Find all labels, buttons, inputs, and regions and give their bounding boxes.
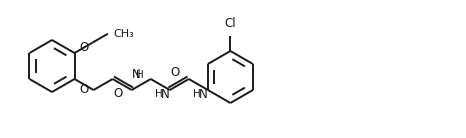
Text: O: O [113,87,123,100]
Text: O: O [80,41,89,54]
Text: N: N [161,87,170,100]
Text: CH₃: CH₃ [114,29,135,39]
Text: N: N [132,67,141,80]
Text: O: O [171,66,180,79]
Text: H: H [137,70,144,79]
Text: O: O [79,83,89,95]
Text: H: H [193,88,201,99]
Text: Cl: Cl [225,17,236,30]
Text: H: H [155,88,163,99]
Text: N: N [199,87,208,100]
